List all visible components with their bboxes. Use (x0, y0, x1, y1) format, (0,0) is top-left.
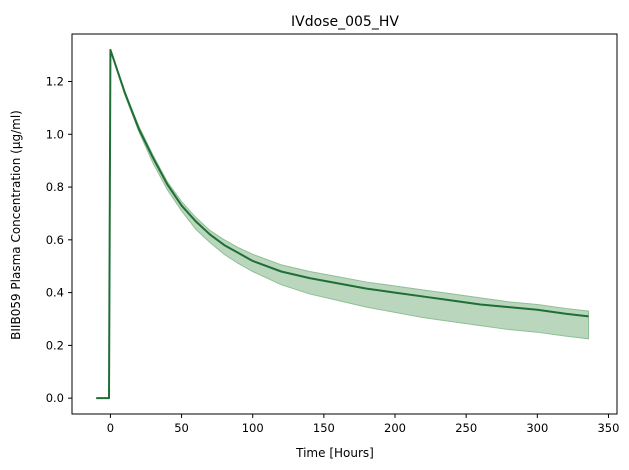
axis-ticks: 0 50 100 150 200 250 300 350 0.0 0.2 0.4 0.6 0.8 1.0 1… (46, 75, 620, 436)
x-tick-label: 0 (107, 421, 114, 435)
x-tick-label: 150 (313, 421, 335, 435)
y-tick-label: 0.2 (46, 338, 64, 352)
x-tick-label: 50 (174, 421, 189, 435)
y-tick-label: 0.8 (46, 180, 64, 194)
y-tick-label: 0.6 (46, 233, 64, 247)
x-tick-label: 300 (526, 421, 548, 435)
plot-frame (71, 33, 618, 415)
y-tick-label: 0.4 (46, 286, 64, 300)
x-tick-label: 350 (597, 421, 619, 435)
chart-title: IVdose_005_HV (291, 14, 399, 30)
y-axis-label: BIIB059 Plasma Concentration (µg/ml) (9, 110, 23, 340)
y-tick-label: 0.0 (46, 391, 64, 405)
x-tick-label: 250 (455, 421, 477, 435)
x-tick-label: 100 (242, 421, 264, 435)
confidence-band (109, 49, 590, 340)
y-tick-label: 1.0 (46, 127, 64, 141)
y-tick-label: 1.2 (46, 75, 64, 89)
x-axis-label: Time [Hours] (295, 446, 374, 460)
x-tick-label: 200 (384, 421, 406, 435)
series-line (96, 48, 589, 400)
plot-area (96, 48, 590, 400)
